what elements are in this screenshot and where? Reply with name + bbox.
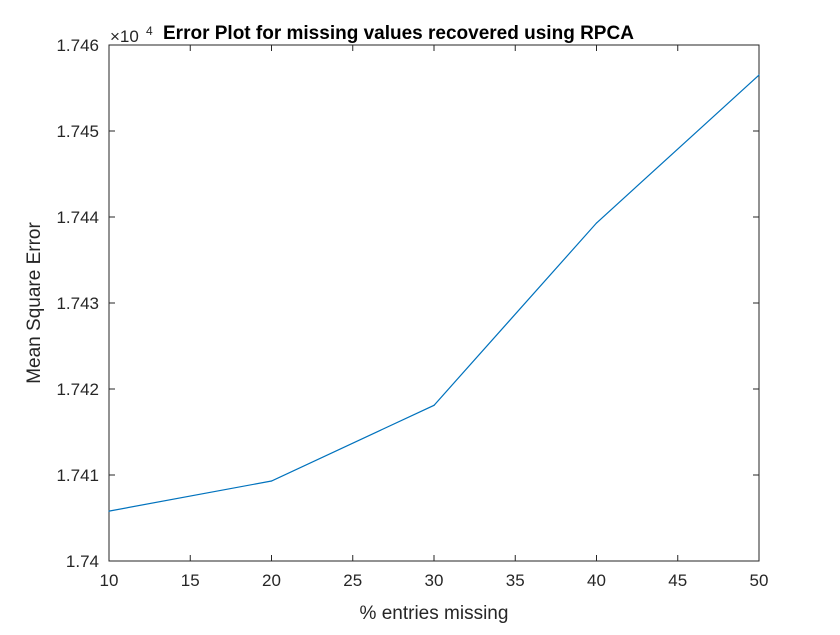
data-point — [433, 404, 435, 406]
x-tick-label: 35 — [506, 571, 525, 590]
y-tick-label: 1.74 — [66, 552, 99, 571]
axis-ticks: 10 15 20 25 30 35 40 45 50 1.74 1.741 1.742 1.743 1.7… — [56, 36, 768, 590]
y-axis-exponent-base: ×10 — [110, 27, 139, 46]
x-tick-label: 15 — [181, 571, 200, 590]
y-tick-label: 1.745 — [56, 122, 99, 141]
x-axis-label: % entries missing — [360, 603, 509, 624]
data-series — [108, 74, 760, 512]
y-axis-exponent-power: 4 — [146, 24, 153, 38]
x-tick-label: 10 — [100, 571, 119, 590]
data-point — [108, 510, 110, 512]
y-axis-label: Mean Square Error — [24, 222, 45, 384]
y-tick-label: 1.743 — [56, 294, 99, 313]
y-tick-label: 1.746 — [56, 36, 99, 55]
y-tick-label: 1.744 — [56, 208, 99, 227]
y-tick-label: 1.741 — [56, 466, 99, 485]
x-tick-label: 45 — [668, 571, 687, 590]
data-point — [758, 74, 760, 76]
chart-title: Error Plot for missing values recovered … — [163, 23, 634, 44]
x-tick-label: 25 — [343, 571, 362, 590]
x-tick-label: 40 — [587, 571, 606, 590]
data-point — [595, 222, 598, 224]
data-point — [270, 480, 273, 482]
x-tick-label: 50 — [750, 571, 769, 590]
x-tick-label: 30 — [425, 571, 444, 590]
x-tick-label: 20 — [262, 571, 281, 590]
plot-area — [108, 44, 760, 562]
y-tick-label: 1.742 — [56, 380, 99, 399]
